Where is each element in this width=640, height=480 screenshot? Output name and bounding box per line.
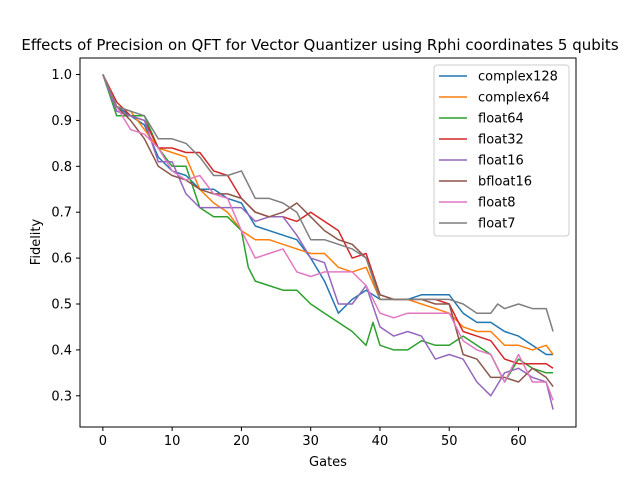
series-line-float64 — [102, 74, 554, 383]
x-axis: 0 10 20 30 40 50 60 — [99, 427, 527, 449]
y-tick-label: 0.9 — [51, 114, 72, 129]
y-tick-label: 1.0 — [51, 68, 72, 83]
y-tick-label: 0.3 — [51, 389, 72, 404]
y-axis-label: Fidelity — [29, 218, 44, 265]
legend-label-float32: float32 — [478, 133, 524, 148]
legend-box — [433, 64, 570, 237]
plot-area — [102, 74, 554, 410]
series-line-complex64 — [102, 74, 554, 355]
y-tick-label: 0.5 — [51, 298, 72, 313]
y-tick-label: 0.8 — [51, 160, 72, 175]
plot-frame — [79, 57, 577, 428]
series-line-float32 — [102, 74, 554, 369]
x-tick-label: 30 — [302, 434, 319, 449]
series-line-bfloat16 — [102, 74, 554, 388]
y-axis: 0.3 0.4 0.5 0.6 0.7 0.8 0.9 1.0 — [51, 68, 80, 404]
x-tick-label: 10 — [164, 434, 181, 449]
x-axis-label: Gates — [309, 455, 347, 470]
x-tick-label: 0 — [99, 434, 107, 449]
legend: complex128 complex64 float64 float32 float16… — [433, 64, 570, 237]
x-tick-label: 60 — [510, 434, 527, 449]
y-tick-label: 0.7 — [51, 206, 72, 221]
series-line-float7 — [102, 74, 554, 332]
legend-label-bfloat16: bfloat16 — [478, 175, 532, 190]
chart-title: Effects of Precision on QFT for Vector Q… — [21, 36, 618, 54]
x-tick-label: 50 — [441, 434, 458, 449]
legend-label-float16: float16 — [478, 154, 524, 169]
series-line-float8 — [102, 74, 554, 401]
legend-label-float64: float64 — [478, 112, 524, 127]
legend-label-complex128: complex128 — [478, 70, 558, 85]
y-tick-label: 0.6 — [51, 252, 72, 267]
legend-label-float7: float7 — [478, 217, 515, 232]
x-tick-label: 40 — [372, 434, 389, 449]
legend-label-float8: float8 — [478, 196, 515, 211]
legend-label-complex64: complex64 — [478, 91, 550, 106]
x-tick-label: 20 — [233, 434, 250, 449]
series-line-complex128 — [102, 74, 554, 356]
y-tick-label: 0.4 — [51, 343, 72, 358]
